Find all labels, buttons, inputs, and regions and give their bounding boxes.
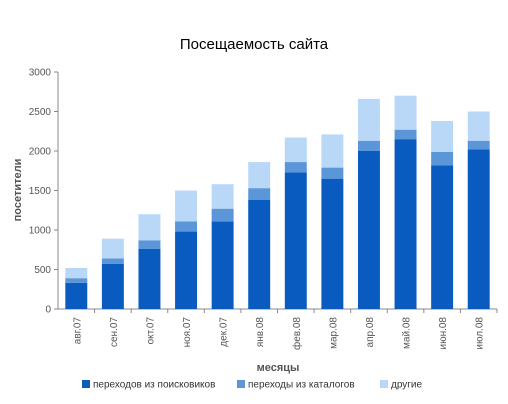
legend-label: переходы из каталогов <box>248 380 355 391</box>
bar-segment <box>284 162 307 173</box>
bar-segment <box>467 149 490 309</box>
legend-swatch <box>380 380 388 388</box>
y-tick-label: 2500 <box>29 107 52 118</box>
bar-segment <box>431 151 454 166</box>
bar-segment <box>101 263 124 309</box>
x-tick-label: июн.08 <box>438 317 449 350</box>
bar-segment <box>138 214 161 241</box>
bar-segment <box>211 184 234 209</box>
y-tick-label: 3000 <box>29 68 52 79</box>
bar-segment <box>65 278 88 283</box>
bar-segment <box>357 98 380 141</box>
bar-segment <box>175 231 198 309</box>
chart-title: Посещаемость сайта <box>180 36 329 53</box>
legend-swatch <box>237 380 245 388</box>
bar-segment <box>357 151 380 309</box>
bar-segment <box>394 129 417 140</box>
x-tick-label: апр.08 <box>365 317 376 348</box>
bar-segment <box>394 95 417 130</box>
bar-segment <box>394 139 417 309</box>
x-tick-label: июл.08 <box>475 317 486 350</box>
bar-segment <box>248 188 271 200</box>
bar-segment <box>175 221 198 232</box>
y-tick-label: 1500 <box>29 186 52 197</box>
bar-segment <box>248 162 271 189</box>
bar-segment <box>101 258 124 264</box>
x-tick-label: дек.07 <box>219 317 230 347</box>
y-tick-label: 1000 <box>29 226 52 237</box>
bar-segment <box>321 178 344 309</box>
bar-segment <box>65 282 88 309</box>
y-tick-label: 0 <box>45 305 51 316</box>
legend-label: переходов из поисковиков <box>93 380 215 391</box>
bar-segment <box>284 137 307 163</box>
bar-segment <box>175 190 198 222</box>
bar-segment <box>467 140 490 150</box>
y-tick-label: 500 <box>34 265 51 276</box>
x-axis-title: месяцы <box>257 362 300 374</box>
bar-segment <box>65 267 88 279</box>
x-tick-label: окт.07 <box>145 317 156 345</box>
bar-segment <box>321 167 344 179</box>
bar-segment <box>431 165 454 309</box>
x-tick-label: мар.08 <box>328 317 339 349</box>
legend-label: другие <box>391 380 423 391</box>
x-tick-label: янв.08 <box>255 317 266 348</box>
legend-swatch <box>82 380 90 388</box>
bar-segment <box>211 208 234 222</box>
bar-segment <box>211 221 234 309</box>
bar-segment <box>321 134 344 168</box>
bar-segment <box>138 248 161 309</box>
bar-segment <box>357 140 380 151</box>
plot-area: 0 500 1000 1500 2000 2500 3000 авг.07 сен.07 окт.… <box>29 68 498 350</box>
x-tick-label: фев.08 <box>291 317 303 350</box>
bar-segment <box>101 238 124 259</box>
x-tick-label: май.08 <box>402 317 413 349</box>
x-tick-label: сен.07 <box>109 317 120 347</box>
bar-segment <box>284 172 307 309</box>
bar-segment <box>467 111 490 141</box>
bar-segment <box>138 240 161 249</box>
y-axis-title: посетители <box>12 159 24 222</box>
y-tick-label: 2000 <box>29 147 52 158</box>
bar-segment <box>431 120 454 152</box>
bar-segment <box>248 199 271 309</box>
x-tick-label: авг.07 <box>72 317 83 345</box>
legend: переходов из поисковиков переходы из ката… <box>82 380 423 391</box>
x-tick-label: ноя.07 <box>182 317 193 348</box>
